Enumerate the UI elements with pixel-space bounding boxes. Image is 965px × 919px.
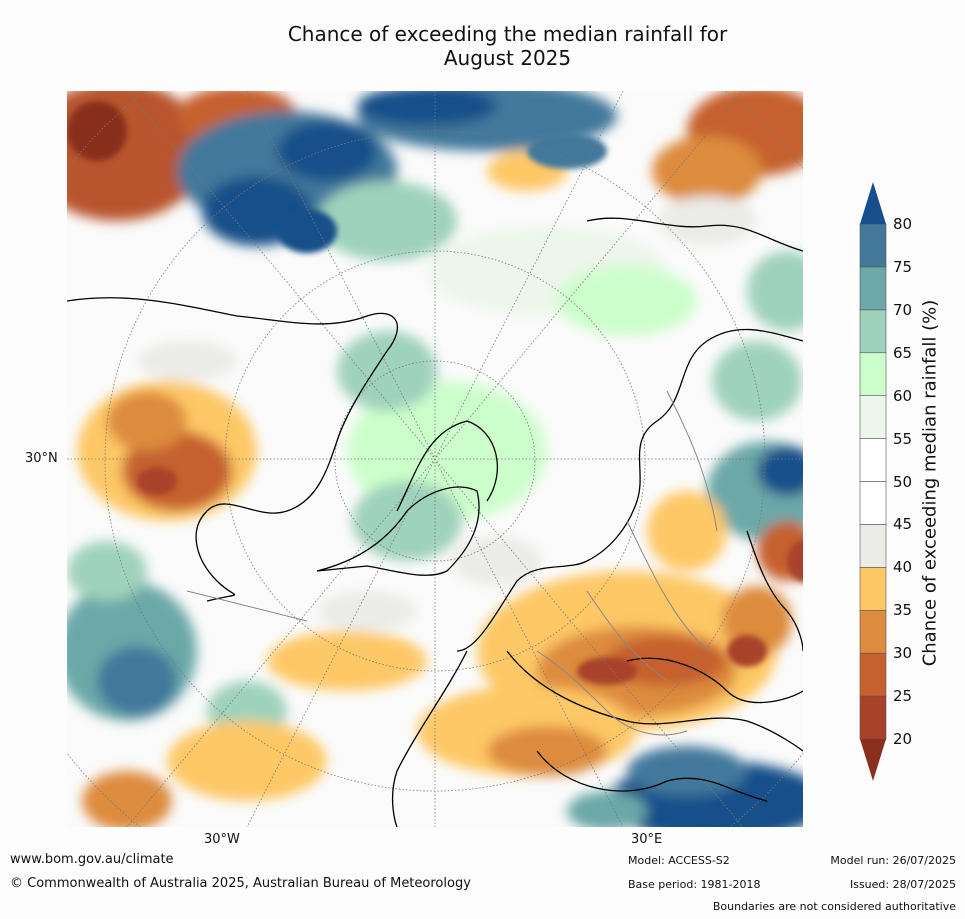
footer-issued: Issued: 28/07/2025 — [849, 878, 956, 891]
title-line-2: August 2025 — [443, 46, 572, 70]
coastlines — [67, 217, 803, 827]
lon-label-30e: 30°E — [631, 832, 663, 847]
colorbar-segment — [859, 223, 887, 268]
detail-patches — [67, 101, 803, 685]
title-line-1: Chance of exceeding the median rainfall … — [287, 22, 728, 46]
borders — [186, 390, 718, 736]
colorbar-segment — [859, 481, 887, 525]
colorbar-segment — [859, 609, 887, 654]
colorbar-tick-label: 40 — [893, 558, 913, 577]
footer-website: www.bom.gov.au/climate — [10, 852, 174, 867]
colorbar-segment — [859, 524, 887, 568]
colorbar-tick-label: 30 — [893, 644, 913, 663]
colorbar-segment — [859, 652, 887, 697]
colorbar-tick-label: 75 — [893, 257, 913, 276]
colorbar-tick-label: 80 — [893, 215, 913, 233]
colorbar-tick-label: 65 — [893, 343, 913, 362]
colorbar-segment — [859, 395, 887, 439]
colorbar-segment — [859, 309, 887, 354]
colorbar-segment — [859, 567, 887, 611]
colorbar-over-arrow — [860, 182, 886, 224]
colorbar-tick-label: 50 — [893, 472, 913, 491]
colorbar-segments — [859, 223, 887, 740]
footer-model-run: Model run: 26/07/2025 — [830, 854, 956, 867]
colorbar-under-arrow — [860, 739, 886, 781]
colorbar-tick-label: 20 — [893, 730, 913, 748]
colorbar-tick-label: 60 — [893, 386, 913, 405]
colorbar-label-text: Chance of exceeding median rainfall (%) — [919, 299, 941, 667]
colorbar-segment — [859, 266, 887, 311]
colorbar-tick-label: 25 — [893, 687, 913, 706]
probability-fields — [67, 91, 803, 827]
graticule — [67, 91, 803, 827]
colorbar — [859, 182, 887, 781]
colorbar-tick-label: 45 — [893, 515, 913, 534]
footer-copyright: © Commonwealth of Australia 2025, Austra… — [10, 876, 471, 891]
lon-label-30w: 30°W — [204, 832, 240, 847]
colorbar-tick-label: 35 — [893, 601, 913, 620]
colorbar-segment — [859, 352, 887, 396]
colorbar-segment — [859, 438, 887, 482]
footer-base-period: Base period: 1981-2018 — [628, 878, 761, 891]
colorbar-tick-label: 55 — [893, 429, 913, 448]
colorbar-segment — [859, 695, 887, 740]
footer-disclaimer: Boundaries are not considered authoritat… — [712, 900, 956, 913]
lat-label-30n: 30°N — [25, 451, 58, 466]
footer-model: Model: ACCESS-S2 — [628, 854, 730, 867]
map-svg — [67, 91, 803, 827]
chart-title: Chance of exceeding the median rainfall … — [180, 22, 835, 70]
colorbar-tick-label: 70 — [893, 300, 913, 319]
rainfall-map — [67, 91, 803, 827]
